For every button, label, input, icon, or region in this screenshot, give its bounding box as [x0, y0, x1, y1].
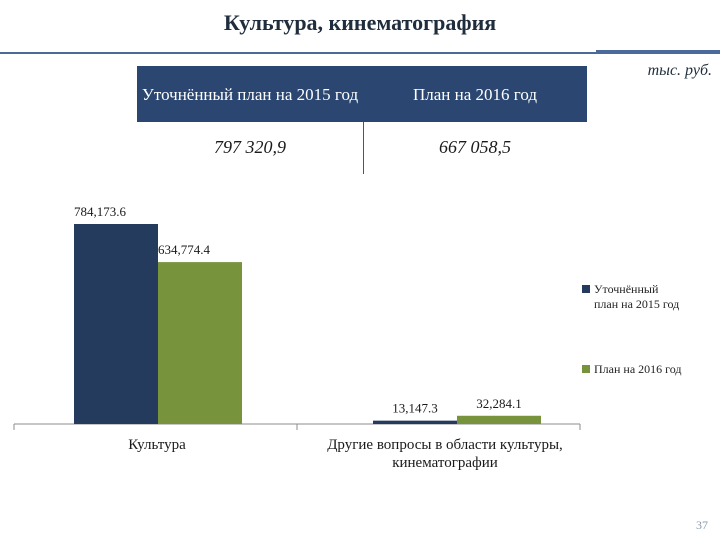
data-label: 784,173.6 [74, 204, 127, 219]
units-label: тыс. руб. [647, 62, 712, 79]
data-label: 32,284.1 [476, 396, 522, 411]
summary-col1-value: 797 320,9 [214, 137, 286, 157]
summary-divider [363, 122, 364, 174]
legend-swatch [582, 365, 590, 373]
x-tick-label: Другие вопросы в области культуры, [327, 437, 563, 453]
page-title: Культура, кинематография [223, 10, 497, 35]
bar-plan-2016-1 [457, 415, 541, 424]
legend-swatch [582, 285, 590, 293]
summary-col2-value: 667 058,5 [439, 137, 511, 157]
data-label: 634,774.4 [158, 242, 211, 257]
x-tick-label: Культура [128, 437, 186, 453]
data-label: 13,147.3 [392, 401, 438, 416]
bar-plan-2016-0 [158, 262, 242, 424]
title-divider [0, 52, 720, 54]
page-number: 37 [696, 518, 708, 532]
legend-label: Уточнённый план на 2015 год [594, 282, 680, 311]
summary-col1-header: Уточнённый план на 2015 год [141, 84, 359, 104]
legend-label: План на 2016 год [594, 362, 682, 376]
summary-col2-header: План на 2016 год [412, 84, 537, 104]
title-divider-accent [596, 50, 720, 54]
bar-plan-2015-1 [373, 420, 457, 424]
summary-table-header: Уточнённый план на 2015 год План на 2016… [137, 66, 587, 122]
bar-plan-2015-0 [74, 224, 158, 424]
x-tick-label: кинематографии [392, 455, 498, 471]
